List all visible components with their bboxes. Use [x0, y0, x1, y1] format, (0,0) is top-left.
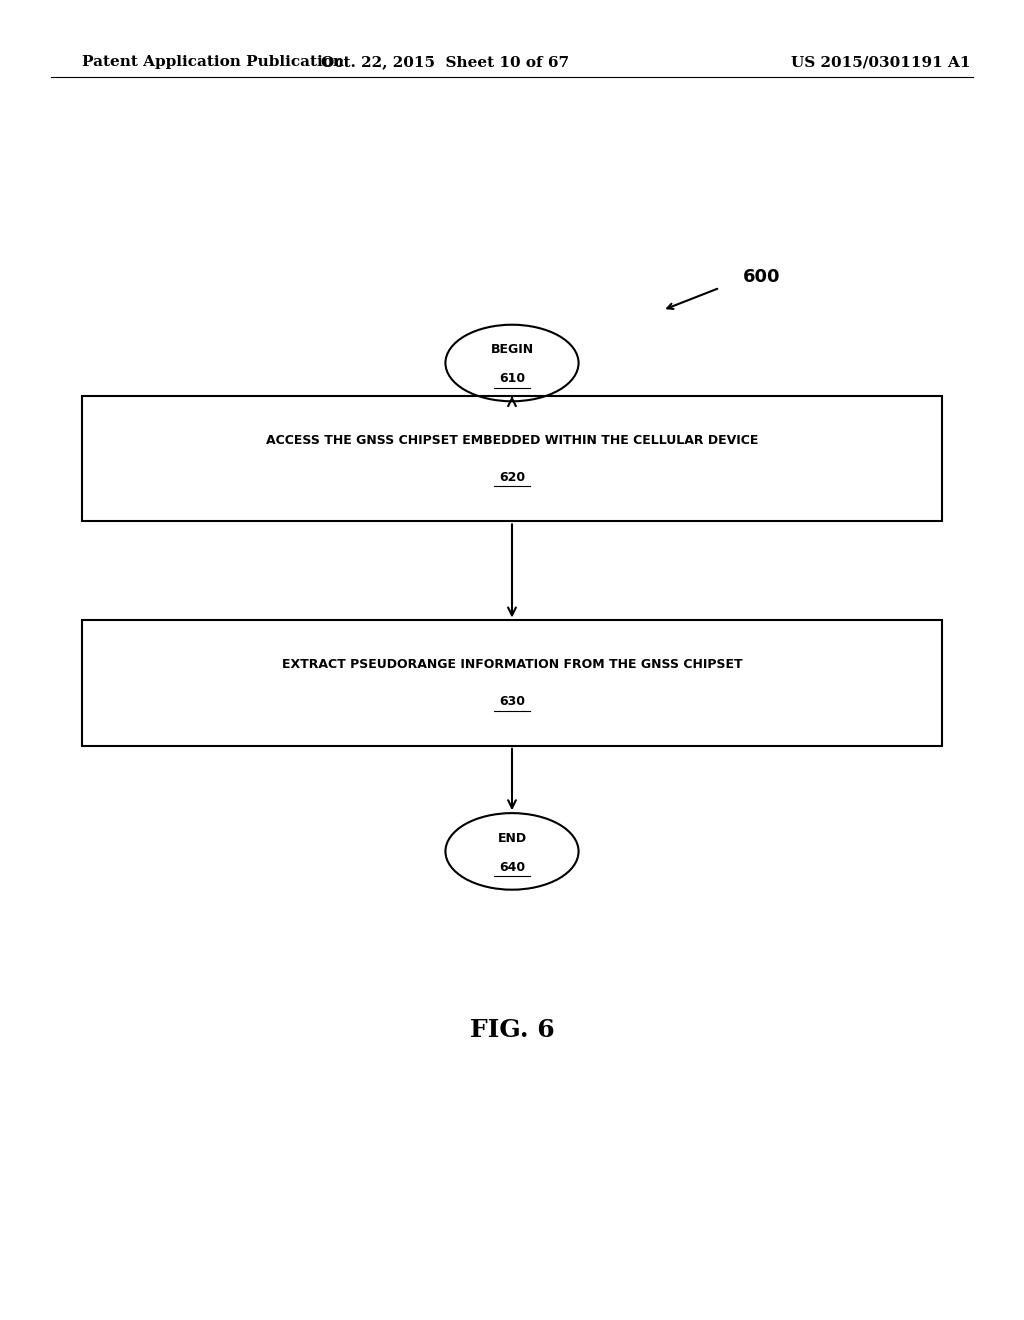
- Text: Patent Application Publication: Patent Application Publication: [82, 55, 344, 70]
- Text: 640: 640: [499, 861, 525, 874]
- Text: EXTRACT PSEUDORANGE INFORMATION FROM THE GNSS CHIPSET: EXTRACT PSEUDORANGE INFORMATION FROM THE…: [282, 659, 742, 671]
- Text: 610: 610: [499, 372, 525, 385]
- Text: 620: 620: [499, 471, 525, 483]
- Text: BEGIN: BEGIN: [490, 343, 534, 356]
- Text: 630: 630: [499, 696, 525, 708]
- Text: ACCESS THE GNSS CHIPSET EMBEDDED WITHIN THE CELLULAR DEVICE: ACCESS THE GNSS CHIPSET EMBEDDED WITHIN …: [266, 434, 758, 446]
- Text: Oct. 22, 2015  Sheet 10 of 67: Oct. 22, 2015 Sheet 10 of 67: [322, 55, 569, 70]
- Text: FIG. 6: FIG. 6: [470, 1018, 554, 1041]
- Text: 600: 600: [742, 268, 780, 286]
- Text: US 2015/0301191 A1: US 2015/0301191 A1: [791, 55, 971, 70]
- Text: END: END: [498, 832, 526, 845]
